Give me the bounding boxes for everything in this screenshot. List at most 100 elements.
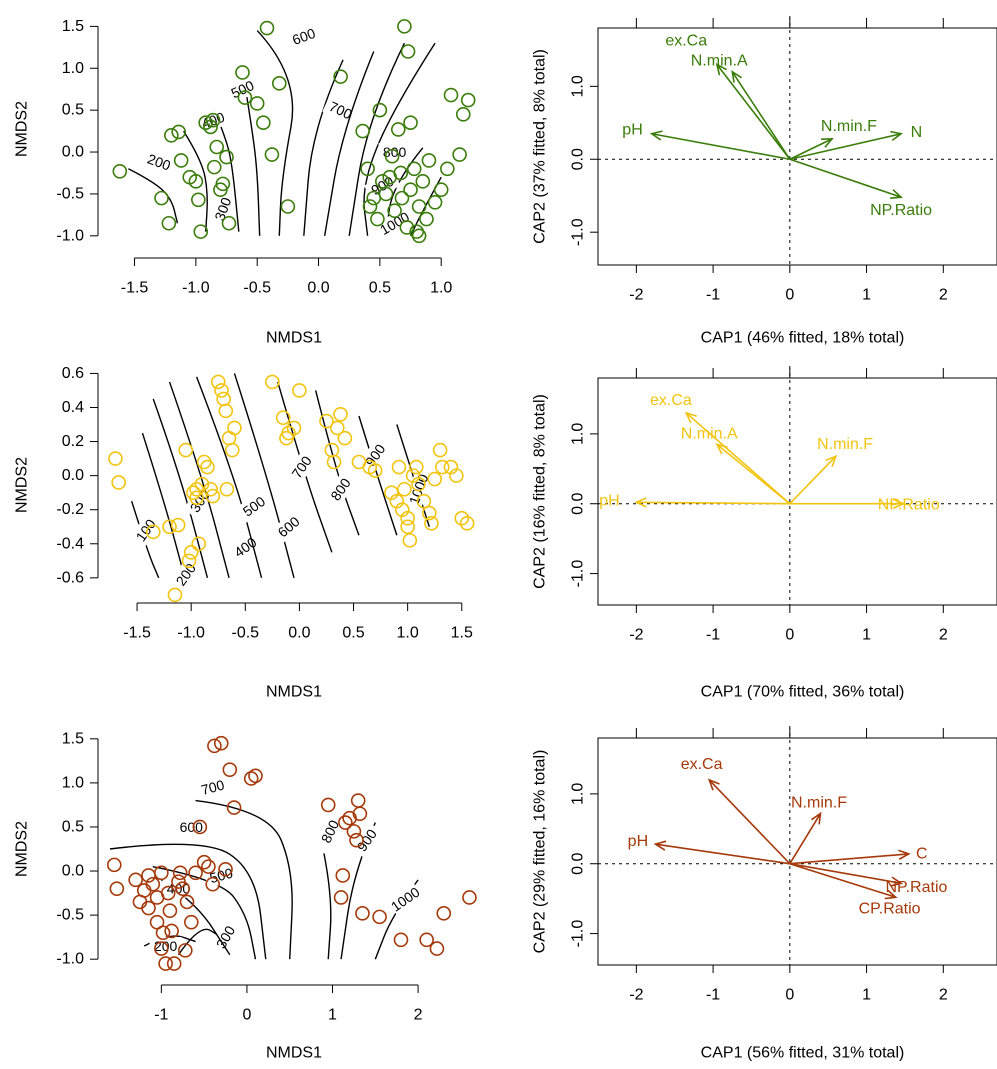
data-point (394, 190, 410, 206)
biplot-arrow (708, 779, 791, 865)
data-point (194, 476, 210, 492)
data-point (391, 459, 407, 475)
x-tick-label: -1 (154, 1007, 168, 1024)
y-tick-label: 0.0 (570, 853, 587, 875)
contour-line (348, 42, 406, 236)
data-point (338, 815, 353, 830)
data-point (158, 956, 173, 971)
data-point (181, 553, 197, 569)
y-tick-label: 0.0 (570, 493, 587, 515)
data-point (390, 122, 406, 137)
data-point (154, 865, 169, 881)
contour-line (177, 928, 222, 956)
y-tick-label: 1.5 (62, 730, 84, 747)
x-tick-label: 1.0 (397, 625, 419, 642)
data-point (200, 459, 215, 475)
data-point (179, 894, 195, 910)
data-point (400, 519, 415, 535)
contour-line (303, 59, 344, 236)
biplot-label: pH (628, 833, 648, 850)
data-point (403, 115, 418, 131)
biplot-arrow (789, 813, 822, 865)
data-point (221, 215, 237, 231)
x-tick-label: -0.5 (232, 625, 260, 642)
biplot-label: pH (622, 122, 642, 139)
y-tick-label: 1.0 (62, 60, 84, 77)
x-tick-label: -1 (706, 627, 720, 644)
y-tick-label: 0.0 (62, 467, 84, 484)
biplot-label: C (916, 845, 928, 862)
data-point (216, 391, 231, 407)
data-point (215, 176, 231, 192)
data-point (440, 161, 455, 177)
data-point (403, 182, 418, 198)
data-point (355, 906, 370, 921)
data-point (203, 481, 218, 497)
biplot-label: CP.Ratio (859, 901, 921, 918)
data-point (265, 374, 280, 390)
data-point (333, 406, 348, 422)
contour-line (195, 799, 293, 960)
data-point (203, 119, 218, 135)
data-point (214, 383, 229, 398)
contour-label-bg (270, 509, 307, 544)
plot-frame (597, 737, 997, 966)
contour-label: 200 (154, 938, 178, 954)
x-tick-label: -1.0 (177, 625, 205, 642)
data-point (256, 115, 271, 131)
contour-label: 600 (180, 819, 204, 835)
data-point (434, 459, 450, 475)
data-point (189, 490, 204, 506)
biplot-arrow (731, 71, 791, 160)
contour-label-bg (235, 489, 273, 523)
x-tick-label: 0.0 (307, 280, 329, 297)
data-point (433, 182, 449, 198)
y-tick-label: 0.6 (62, 365, 84, 382)
y-tick-label: 0.5 (62, 818, 84, 835)
x-axis-label: CAP1 (56% fitted, 31% total) (701, 1045, 905, 1062)
contour-label: 200 (145, 151, 173, 174)
contour-label-bg (208, 190, 237, 228)
data-point (432, 442, 448, 458)
x-tick-label: 0.5 (342, 625, 364, 642)
data-point (411, 228, 427, 244)
biplot-arrow (716, 443, 791, 505)
data-point (429, 941, 445, 956)
y-axis-label: CAP2 (16% fitted, 8% total) (532, 394, 549, 589)
data-point (162, 519, 177, 535)
data-point (237, 90, 253, 105)
x-tick-label: -1 (706, 987, 720, 1004)
data-point (460, 92, 476, 108)
data-point (198, 115, 213, 131)
data-point (387, 203, 402, 218)
x-tick-label: -2 (629, 287, 643, 304)
data-point (178, 943, 193, 958)
biplot-label: N.min.F (821, 118, 877, 135)
data-point (406, 161, 422, 177)
data-point (454, 510, 470, 526)
data-point (399, 220, 415, 235)
plot-frame (597, 377, 997, 606)
panel-nmds-1: -1.0 -0.5 0.0 0.5 1.0 1.5 -1.5 -1.0 -0.5 0.0 0.5 1.… (14, 18, 476, 347)
biplot-arrowhead (893, 498, 906, 509)
x-tick-label: 0.0 (288, 625, 310, 642)
data-point (326, 454, 342, 470)
data-point (172, 865, 188, 881)
biplot-arrowhead (653, 840, 667, 851)
biplot-label: ex.Ca (650, 392, 692, 409)
contour-label-bg (323, 470, 358, 508)
data-point (372, 102, 388, 118)
data-point (400, 510, 415, 526)
data-point (218, 403, 234, 419)
data-point (191, 536, 207, 552)
contour-label-bg (386, 882, 424, 916)
biplot-arrowhead (890, 876, 904, 887)
contour-line (213, 109, 240, 232)
y-tick-label: -0.4 (56, 535, 84, 552)
contour-label-bg (209, 918, 242, 956)
x-tick-label: 1 (328, 1007, 337, 1024)
biplot-arrowhead (884, 889, 898, 900)
x-tick-label: -1 (706, 287, 720, 304)
